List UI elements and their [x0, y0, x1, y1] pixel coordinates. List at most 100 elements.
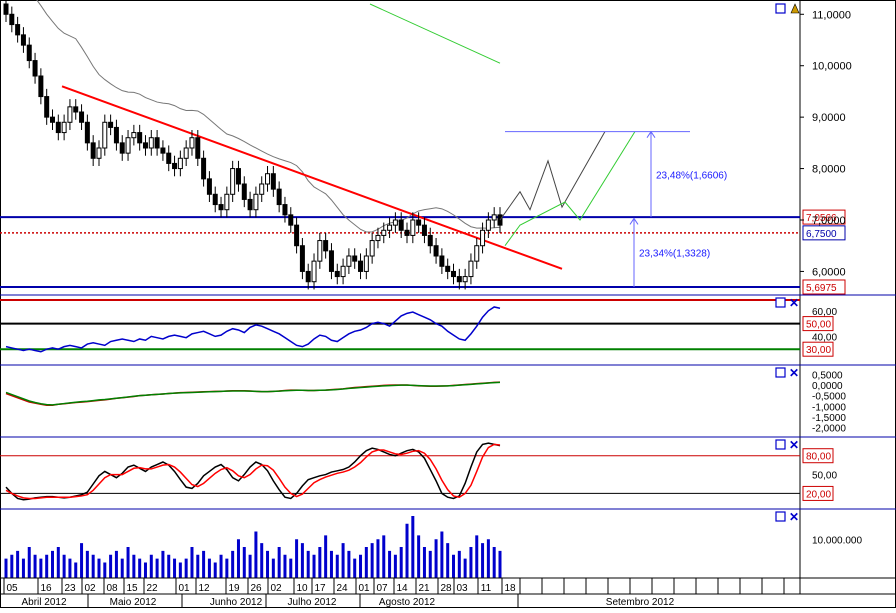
- candle-body: [195, 137, 201, 159]
- moving-average-gray: [36, 0, 501, 233]
- candle-body: [73, 106, 79, 113]
- volume-bar: [399, 547, 403, 578]
- candle-body: [61, 121, 67, 134]
- x-axis: 05 16 23 02 08 15 22 01 12 19 26 02 10 17 24 01 07 14 21 28…: [0, 577, 896, 608]
- volume-bar: [405, 523, 409, 578]
- panel-close-icon[interactable]: ✕: [789, 438, 799, 452]
- x-tick-label: 01: [358, 583, 370, 594]
- panel-maximize-icon[interactable]: [775, 297, 786, 308]
- volume-bar: [492, 547, 496, 578]
- candle-body: [108, 121, 114, 128]
- y-tick-label: -1,5000: [812, 413, 846, 424]
- y-tick-label: 0,5000: [812, 370, 843, 381]
- candle-body: [346, 255, 352, 267]
- level-label-box: [802, 485, 834, 501]
- x-tick-label: 11: [481, 583, 492, 594]
- candle-body: [166, 152, 172, 164]
- volume-bar: [109, 554, 113, 578]
- candle-body: [288, 214, 294, 226]
- x-tick-label: 26: [250, 583, 262, 594]
- volume-bar: [68, 558, 72, 578]
- volume-bar: [16, 550, 20, 578]
- month-label: Agosto 2012: [379, 597, 436, 608]
- month-label: Maio 2012: [110, 597, 157, 608]
- candle-body: [206, 178, 212, 195]
- candle-body: [183, 147, 189, 159]
- candle-body: [334, 270, 340, 278]
- volume-bar: [260, 543, 264, 578]
- panel-close-icon[interactable]: ✕: [789, 296, 799, 310]
- volume-bar: [277, 547, 281, 578]
- x-tick-label: 05: [6, 583, 18, 594]
- x-tick-label: 01: [178, 583, 190, 594]
- x-tick-label: 19: [228, 583, 240, 594]
- y-tick-label: 10.000.000: [812, 535, 862, 546]
- panel-maximize-icon[interactable]: [775, 3, 786, 14]
- projection-green: [504, 131, 636, 247]
- level-label-box: [802, 279, 846, 295]
- panel-close-icon[interactable]: ✕: [789, 366, 799, 380]
- volume-bar: [475, 535, 479, 578]
- candle-body: [340, 265, 346, 278]
- volume-bar: [126, 547, 130, 578]
- measure-label: 23,48%(1,6606): [656, 170, 727, 181]
- x-tick-label: 07: [376, 583, 388, 594]
- candle-body: [462, 276, 468, 283]
- panel-maximize-icon[interactable]: [775, 511, 786, 522]
- volume-bar: [155, 558, 159, 578]
- volume-bar: [190, 547, 194, 578]
- level-label: 30,00: [806, 345, 831, 356]
- volume-bar: [300, 543, 304, 578]
- candle-body: [172, 162, 178, 170]
- volume-bar: [4, 558, 8, 578]
- level-label-box: [802, 316, 834, 332]
- volume-bar: [347, 550, 351, 578]
- x-tick-label: 08: [106, 583, 118, 594]
- volume-bar: [207, 558, 211, 578]
- candle-body: [416, 219, 422, 226]
- volume-bar: [417, 535, 421, 578]
- level-label-box: [802, 209, 846, 225]
- panel-maximize-icon[interactable]: [775, 439, 786, 450]
- level-label: 80,00: [806, 452, 831, 463]
- panel-close-icon[interactable]: ✕: [789, 510, 799, 524]
- candle-body: [247, 198, 253, 211]
- panel-icons[interactable]: ✕ ✕ ✕ ✕: [775, 3, 800, 524]
- volume-bar: [21, 558, 25, 578]
- candle-body: [404, 229, 410, 236]
- volume-bar: [178, 562, 182, 578]
- candle-body: [102, 121, 108, 149]
- volume-bar: [318, 547, 322, 578]
- price-alert-icon[interactable]: [790, 3, 800, 14]
- volume-bar: [376, 539, 380, 578]
- y-tick-label: 40,00: [812, 332, 837, 343]
- x-tick-label: 28: [440, 583, 452, 594]
- candle-body: [49, 116, 55, 123]
- level-label: 20,00: [806, 489, 831, 500]
- volume-bar: [225, 558, 229, 578]
- volume-bar: [388, 550, 392, 578]
- volume-bar: [231, 550, 235, 578]
- volume-bar: [114, 550, 118, 578]
- candle-body: [427, 234, 433, 247]
- volume-bar: [202, 550, 206, 578]
- candle-body: [282, 204, 288, 216]
- price-panel: 7,0566 6,7500 5,6975 23,48%(1,6606) 23,34%(1…: [0, 0, 846, 295]
- panel-maximize-icon[interactable]: [775, 367, 786, 378]
- volume-bar: [242, 547, 246, 578]
- candle-body: [44, 96, 50, 118]
- candle-body: [259, 183, 265, 195]
- arrow-head: [646, 130, 656, 138]
- month-label: Julho 2012: [288, 597, 337, 608]
- candle-body: [90, 142, 96, 159]
- volume-bar: [132, 554, 136, 578]
- volume-bar: [184, 558, 188, 578]
- candle-body: [480, 229, 486, 247]
- candle-body: [305, 270, 311, 283]
- candle-body: [235, 168, 241, 185]
- volume-bar: [289, 558, 293, 578]
- measure-label: 23,34%(1,3328): [639, 249, 710, 260]
- volume-bar: [428, 550, 432, 578]
- oscillator-line: [5, 306, 501, 353]
